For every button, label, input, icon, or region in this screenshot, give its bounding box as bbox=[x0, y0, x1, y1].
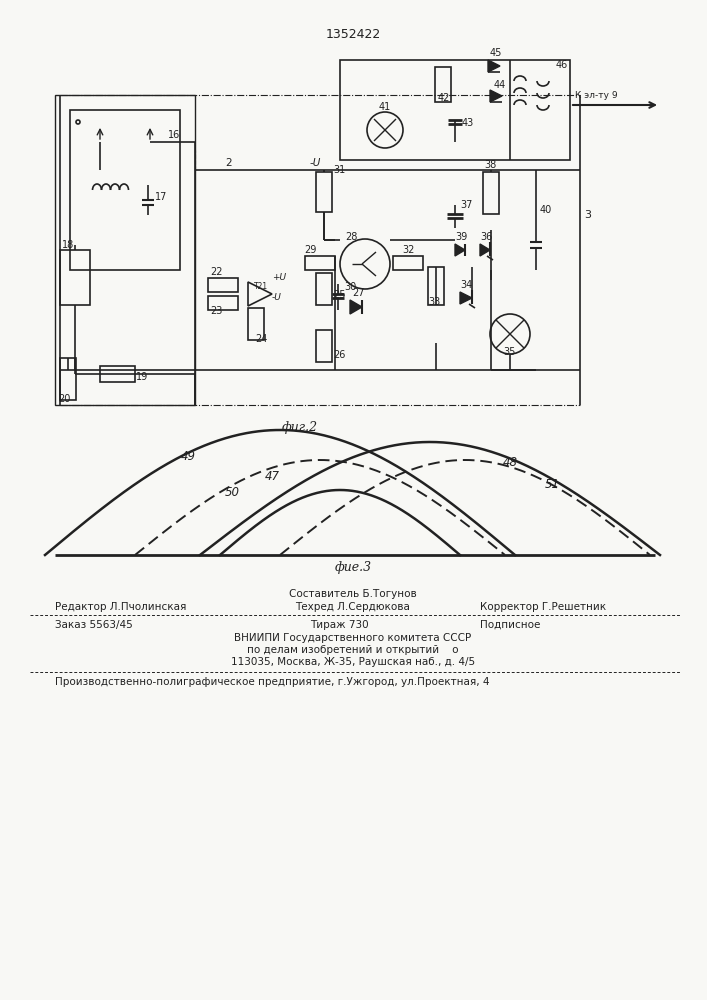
Text: -U: -U bbox=[272, 293, 282, 302]
Bar bbox=[428, 267, 444, 305]
Text: Тираж 730: Тираж 730 bbox=[310, 620, 368, 630]
Polygon shape bbox=[490, 90, 502, 102]
Text: 48: 48 bbox=[503, 456, 518, 468]
Text: Заказ 5563/45: Заказ 5563/45 bbox=[55, 620, 133, 630]
Bar bbox=[316, 330, 332, 362]
Text: 2: 2 bbox=[225, 158, 232, 168]
Text: фие.3: фие.3 bbox=[334, 562, 372, 574]
Text: 16: 16 bbox=[168, 130, 180, 140]
Text: 45: 45 bbox=[490, 48, 503, 58]
Text: 47: 47 bbox=[264, 470, 279, 483]
Text: 32: 32 bbox=[402, 245, 414, 255]
Polygon shape bbox=[460, 292, 472, 304]
Bar bbox=[340, 60, 570, 160]
Text: ВНИИПИ Государственного комитета СССР: ВНИИПИ Государственного комитета СССР bbox=[235, 633, 472, 643]
Text: 41: 41 bbox=[379, 102, 391, 112]
Text: 40: 40 bbox=[540, 205, 552, 215]
Bar bbox=[60, 358, 76, 400]
Text: 3: 3 bbox=[584, 210, 591, 220]
Polygon shape bbox=[480, 244, 490, 256]
Text: 33: 33 bbox=[428, 297, 440, 307]
Text: +U: +U bbox=[272, 273, 286, 282]
Text: 113035, Москва, Ж-35, Раушская наб., д. 4/5: 113035, Москва, Ж-35, Раушская наб., д. … bbox=[231, 657, 475, 667]
Text: 34: 34 bbox=[460, 280, 472, 290]
Text: Техред Л.Сердюкова: Техред Л.Сердюкова bbox=[295, 602, 410, 612]
Text: 35: 35 bbox=[504, 347, 516, 357]
Text: 46: 46 bbox=[556, 60, 568, 70]
Text: 31: 31 bbox=[333, 165, 345, 175]
Text: 36: 36 bbox=[480, 232, 492, 242]
Bar bbox=[208, 296, 238, 310]
Text: 19: 19 bbox=[136, 372, 148, 382]
Text: 23: 23 bbox=[210, 306, 223, 316]
Text: 44: 44 bbox=[494, 80, 506, 90]
Text: 51: 51 bbox=[544, 478, 559, 490]
Text: 50: 50 bbox=[225, 486, 240, 498]
Bar bbox=[393, 256, 423, 270]
Text: Производственно-полиграфическое предприятие, г.Ужгород, ул.Проектная, 4: Производственно-полиграфическое предприя… bbox=[55, 677, 489, 687]
Polygon shape bbox=[455, 244, 465, 256]
Bar bbox=[248, 308, 264, 340]
Text: 22: 22 bbox=[210, 267, 223, 277]
Text: 1352422: 1352422 bbox=[325, 28, 380, 41]
Bar bbox=[208, 278, 238, 292]
Text: Редактор Л.Пчолинская: Редактор Л.Пчолинская bbox=[55, 602, 187, 612]
Text: 38: 38 bbox=[484, 160, 496, 170]
Text: 28: 28 bbox=[345, 232, 357, 242]
Text: 27: 27 bbox=[352, 288, 365, 298]
Bar bbox=[100, 366, 135, 382]
Polygon shape bbox=[350, 300, 362, 314]
Text: К эл-ту 9: К эл-ту 9 bbox=[575, 91, 618, 100]
Text: 42: 42 bbox=[438, 93, 450, 103]
Text: T21: T21 bbox=[254, 282, 268, 291]
Text: 24: 24 bbox=[255, 334, 267, 344]
Bar bbox=[55, 95, 195, 405]
Text: -U: -U bbox=[310, 158, 322, 168]
Bar bbox=[305, 256, 335, 270]
Bar bbox=[316, 172, 332, 212]
Text: по делам изобретений и открытий    о: по делам изобретений и открытий о bbox=[247, 645, 459, 655]
Bar bbox=[316, 273, 332, 305]
Text: 43: 43 bbox=[462, 118, 474, 128]
Text: 29: 29 bbox=[304, 245, 316, 255]
Bar bbox=[60, 250, 90, 305]
Bar bbox=[70, 110, 180, 270]
Polygon shape bbox=[488, 60, 500, 72]
Text: 25: 25 bbox=[333, 290, 346, 300]
Text: 39: 39 bbox=[455, 232, 467, 242]
Text: Корректор Г.Решетник: Корректор Г.Решетник bbox=[480, 602, 606, 612]
Text: 20: 20 bbox=[58, 394, 71, 404]
Text: 37: 37 bbox=[460, 200, 472, 210]
Bar bbox=[483, 172, 499, 214]
Text: 49: 49 bbox=[180, 450, 196, 462]
Bar bbox=[435, 67, 451, 102]
Text: Подписное: Подписное bbox=[480, 620, 540, 630]
Text: 26: 26 bbox=[333, 350, 346, 360]
Text: Составитель Б.Тогунов: Составитель Б.Тогунов bbox=[289, 589, 417, 599]
Text: 18: 18 bbox=[62, 240, 74, 250]
Text: фиг.2: фиг.2 bbox=[282, 422, 318, 434]
Text: 17: 17 bbox=[155, 192, 168, 202]
Text: 30: 30 bbox=[344, 282, 356, 292]
